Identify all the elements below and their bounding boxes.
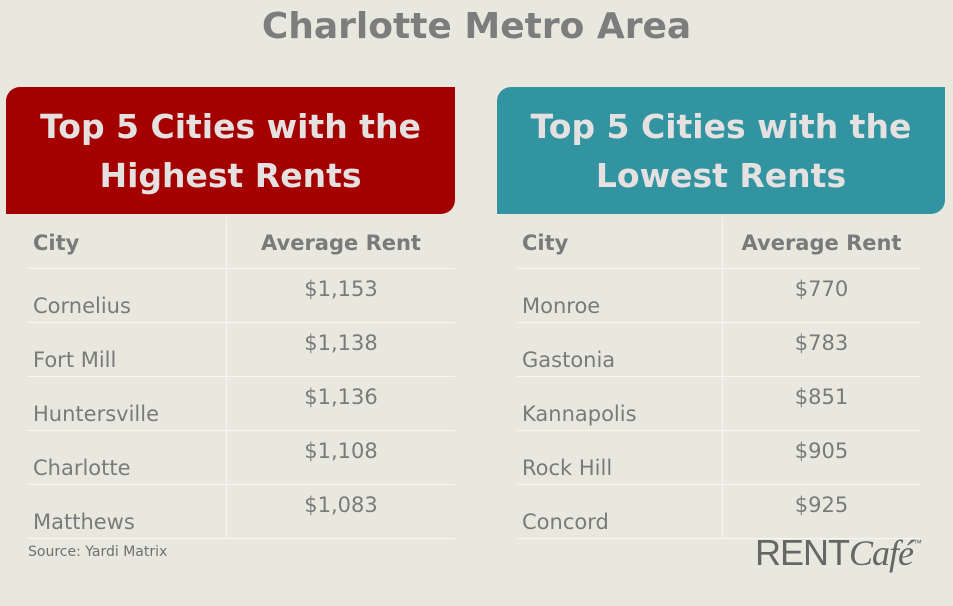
banner-line: Top 5 Cities with the: [40, 106, 421, 146]
rent: $925: [722, 484, 920, 539]
city: Huntersville: [28, 376, 227, 431]
city: Kannapolis: [517, 376, 723, 431]
rent: $1,153: [226, 268, 455, 323]
table-row: Rock Hill $905: [517, 430, 920, 485]
source-note: Source: Yardi Matrix: [28, 544, 168, 560]
city-header: City: [517, 218, 723, 269]
rent: $851: [722, 376, 920, 431]
table-row: Gastonia $783: [517, 322, 920, 377]
rent: $770: [722, 268, 920, 323]
page-title: Charlotte Metro Area: [261, 6, 692, 47]
banner-line: Top 5 Cities with the: [530, 106, 912, 146]
table-row: Charlotte $1,108: [28, 430, 455, 485]
rentcafe-logo: RENTCafé™: [755, 532, 922, 574]
rent-header: Average Rent: [722, 218, 920, 269]
city: Rock Hill: [517, 430, 723, 485]
banner-line: Lowest Rents: [595, 155, 847, 195]
city: Charlotte: [28, 430, 227, 485]
rent: $1,108: [226, 430, 455, 485]
rent: $1,138: [226, 322, 455, 377]
city: Matthews: [28, 484, 227, 539]
logo-cafe: Café: [849, 533, 914, 573]
table-row: Matthews $1,083: [28, 484, 455, 539]
table-header: City Average Rent: [28, 218, 455, 269]
table-row: Concord $925: [517, 484, 920, 539]
rent: $783: [722, 322, 920, 377]
rent: $905: [722, 430, 920, 485]
city: Cornelius: [28, 268, 227, 323]
logo-tm: ™: [913, 538, 922, 548]
rent: $1,136: [226, 376, 455, 431]
city: Monroe: [517, 268, 723, 323]
lowest-rents-banner: Top 5 Cities with the Lowest Rents: [497, 87, 945, 214]
city: Concord: [517, 484, 723, 539]
rent: $1,083: [226, 484, 455, 539]
logo-rent: RENT: [755, 532, 850, 573]
highest-rents-banner: Top 5 Cities with the Highest Rents: [6, 87, 455, 214]
rent-header: Average Rent: [226, 218, 455, 269]
table-row: Fort Mill $1,138: [28, 322, 455, 377]
table-row: Huntersville $1,136: [28, 376, 455, 431]
table-row: Cornelius $1,153: [28, 268, 455, 323]
table-header: City Average Rent: [517, 218, 920, 269]
lowest-rents-table: City Average Rent Monroe $770 Gastonia $783…: [517, 218, 920, 539]
city: Fort Mill: [28, 322, 227, 377]
banner-line: Highest Rents: [99, 155, 362, 195]
city: Gastonia: [517, 322, 723, 377]
table-row: Monroe $770: [517, 268, 920, 323]
table-row: Kannapolis $851: [517, 376, 920, 431]
highest-rents-table: City Average Rent Cornelius $1,153 Fort Mi…: [28, 218, 455, 539]
city-header: City: [28, 218, 227, 269]
